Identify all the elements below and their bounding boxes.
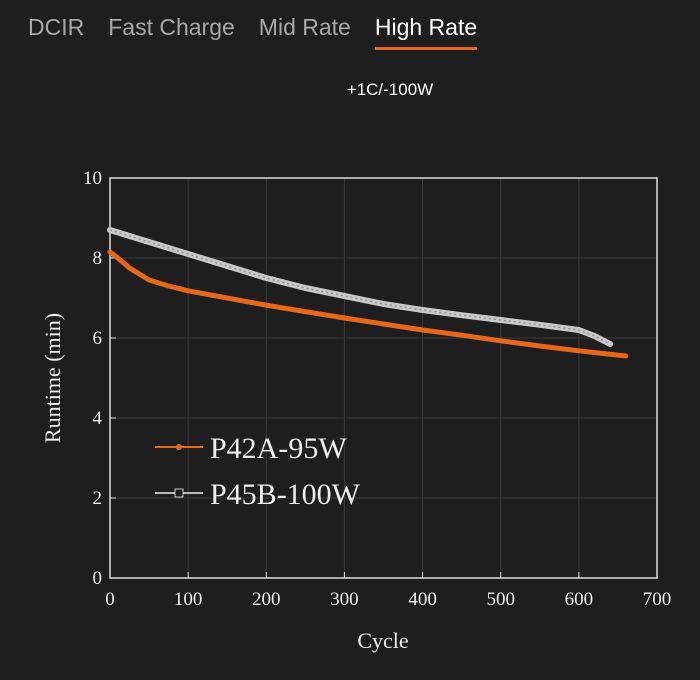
y-tick-label: 0	[93, 568, 103, 589]
series-markers	[109, 229, 611, 345]
y-axis-label: Runtime (min)	[40, 313, 65, 443]
x-tick-label: 400	[408, 589, 437, 610]
x-tick-label: 300	[330, 589, 359, 610]
x-tick-label: 500	[486, 589, 515, 610]
tab-fast-charge[interactable]: Fast Charge	[108, 14, 235, 40]
tab-mid-rate[interactable]: Mid Rate	[258, 14, 351, 40]
y-tick-label: 4	[93, 408, 103, 429]
series-line-p42a-95w	[107, 249, 629, 359]
tab-bar: DCIR Fast Charge Mid Rate High Rate	[28, 14, 478, 50]
y-tick-label: 8	[93, 248, 103, 269]
series-line-p45b-100w	[107, 227, 614, 347]
x-tick-label: 700	[643, 589, 672, 610]
x-tick-label: 100	[174, 589, 203, 610]
tab-high-rate[interactable]: High Rate	[374, 14, 478, 50]
y-tick-label: 2	[93, 488, 103, 509]
chart-subtitle: +1C/-100W	[346, 80, 434, 99]
legend-label: P42A-95W	[210, 432, 347, 465]
tab-dcir[interactable]: DCIR	[28, 14, 85, 40]
legend-square-marker	[174, 488, 184, 498]
legend-dot-marker	[176, 444, 182, 450]
x-tick-label: 0	[105, 589, 115, 610]
y-tick-label: 6	[93, 328, 103, 349]
plot-frame	[109, 177, 658, 579]
x-tick-label: 600	[565, 589, 594, 610]
x-tick-label: 200	[252, 589, 281, 610]
x-axis-label: Cycle	[357, 628, 408, 653]
legend-label: P45B-100W	[210, 478, 361, 511]
y-tick-label: 10	[83, 168, 102, 189]
